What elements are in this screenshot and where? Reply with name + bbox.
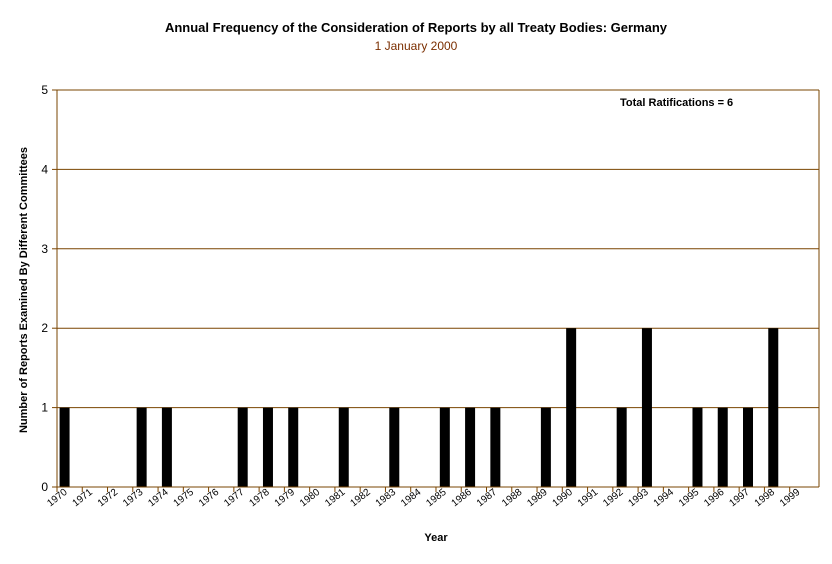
- bar-1997: [743, 407, 754, 487]
- x-tick-label: 1976: [197, 487, 222, 510]
- bar-1985: [439, 407, 450, 487]
- chart-title: Annual Frequency of the Consideration of…: [164, 20, 668, 35]
- axes: [52, 89, 820, 492]
- x-tick-label: 1999: [778, 487, 803, 510]
- y-tick-label: 2: [41, 321, 48, 335]
- x-tick-label: 1974: [146, 487, 171, 510]
- bar-1987: [490, 407, 501, 487]
- x-tick-label: 1978: [247, 487, 272, 510]
- x-tick-label: 1992: [601, 487, 626, 510]
- x-tick-label: 1971: [71, 487, 96, 510]
- y-tick-label: 3: [41, 242, 48, 256]
- bar-1993: [641, 328, 652, 487]
- total-ratifications-annotation: Total Ratifications = 6: [620, 97, 734, 109]
- bar-1992: [616, 407, 627, 487]
- bar-1990: [566, 328, 577, 487]
- x-tick-label: 1993: [626, 487, 651, 510]
- y-axis-label: Number of Reports Examined By Different …: [18, 146, 30, 434]
- x-tick-label: 1995: [677, 487, 702, 510]
- x-tick-label: 1997: [727, 487, 752, 510]
- x-tick-label: 1991: [576, 487, 601, 510]
- x-tick-label: 1987: [475, 487, 500, 510]
- bar-1979: [288, 407, 299, 487]
- x-tick-label: 1985: [424, 487, 449, 510]
- x-tick-label: 1980: [298, 487, 323, 510]
- bar-1981: [338, 407, 349, 487]
- x-tick-label: 1996: [702, 487, 727, 510]
- y-tick-label: 5: [41, 83, 48, 97]
- y-tick-labels: 0 1 2 3 4 5: [41, 83, 48, 494]
- bar-1995: [692, 407, 703, 487]
- x-tick-label: 1990: [551, 487, 576, 510]
- bar-1970: [59, 407, 70, 487]
- y-tick-label: 1: [41, 401, 48, 415]
- y-tick-label: 0: [41, 480, 48, 494]
- x-tick-label: 1983: [374, 487, 399, 510]
- x-tick-labels: 1970 1971 1972 1973 1974 1975 1976 1977 1978 1979…: [45, 487, 802, 510]
- x-tick-label: 1970: [45, 487, 70, 510]
- bars: [59, 328, 779, 487]
- x-tick-label: 1979: [273, 487, 298, 510]
- bar-1998: [768, 328, 779, 487]
- bar-1973: [136, 407, 147, 487]
- x-tick-label: 1984: [399, 487, 424, 510]
- x-tick-label: 1988: [500, 487, 525, 510]
- x-tick-label: 1994: [652, 487, 677, 510]
- x-tick-label: 1975: [172, 487, 197, 510]
- x-tick-label: 1982: [348, 487, 373, 510]
- chart-subtitle: 1 January 2000: [374, 39, 458, 53]
- x-tick-label: 1973: [121, 487, 146, 510]
- gridlines: [57, 89, 819, 409]
- bar-1986: [465, 407, 476, 487]
- x-tick-label: 1977: [222, 487, 247, 510]
- bar-1996: [717, 407, 728, 487]
- bar-1983: [389, 407, 400, 487]
- x-axis-label: Year: [424, 532, 448, 544]
- x-tick-label: 1972: [96, 487, 121, 510]
- bar-1989: [540, 407, 551, 487]
- bar-1978: [262, 407, 273, 487]
- x-tick-label: 1989: [525, 487, 550, 510]
- x-tick-label: 1998: [753, 487, 778, 510]
- x-tick-label: 1986: [450, 487, 475, 510]
- bar-1974: [161, 407, 172, 487]
- x-tick-label: 1981: [323, 487, 348, 510]
- bar-1977: [237, 407, 248, 487]
- y-tick-label: 4: [41, 162, 48, 176]
